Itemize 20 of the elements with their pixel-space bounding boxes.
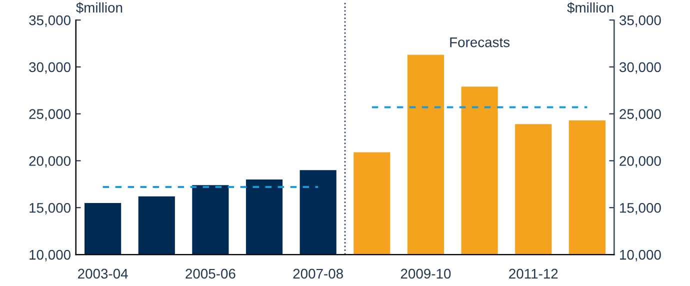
y2-tick-label: 15,000 xyxy=(620,202,661,214)
y2-tick-label: 25,000 xyxy=(620,109,661,121)
y-tick-label: 30,000 xyxy=(29,62,70,74)
annotation: Forecasts xyxy=(450,38,510,48)
x-tick-label: 2011-12 xyxy=(509,268,558,279)
y-axis-title: $million xyxy=(76,2,122,14)
x-tick-label: 2009-10 xyxy=(400,268,451,279)
y-tick-label: 35,000 xyxy=(29,15,70,27)
y2-tick-label: 10,000 xyxy=(620,250,661,262)
y2-tick-label: 20,000 xyxy=(620,156,661,168)
x-tick-label: 2005-06 xyxy=(186,268,236,279)
x-tick-label: 2003-04 xyxy=(78,268,128,279)
y-tick-label: 20,000 xyxy=(29,156,70,168)
y-tick-label: 10,000 xyxy=(30,250,70,262)
y-tick-label: 15,000 xyxy=(30,202,70,214)
x-tick-label: 2007-08 xyxy=(293,268,343,279)
y2-tick-label: 30,000 xyxy=(619,62,661,74)
y2-tick-label: 35,000 xyxy=(619,15,661,27)
y2-axis-title: $million xyxy=(567,2,614,14)
y-tick-label: 25,000 xyxy=(29,109,70,121)
